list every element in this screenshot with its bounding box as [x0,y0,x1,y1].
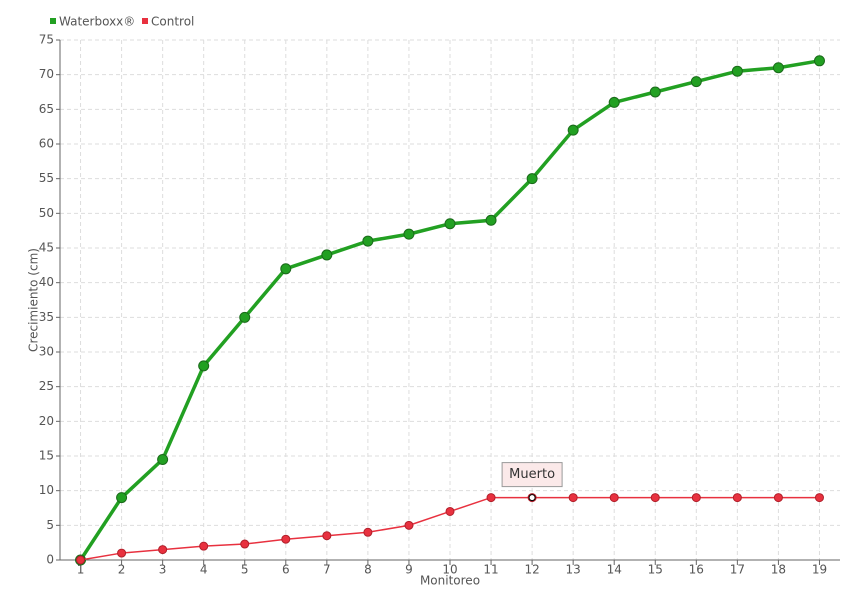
data-point [116,492,128,504]
data-point [157,453,169,465]
data-point [650,493,660,503]
data-point [362,235,374,247]
data-point [690,76,702,88]
data-point [363,527,373,537]
data-point [568,493,578,503]
legend-swatch [50,18,56,24]
data-point [199,541,209,551]
legend-label: Control [151,15,194,29]
legend-swatch [142,18,148,24]
data-point [608,96,620,108]
y-tick-label: 0 [46,553,54,567]
y-tick-label: 35 [39,310,54,324]
annotation-text: Muerto [509,467,555,482]
x-tick-label: 4 [200,563,208,577]
data-point [772,62,784,74]
data-point [76,555,86,565]
data-point [732,493,742,503]
data-point [280,263,292,275]
y-tick-label: 45 [39,241,54,255]
data-point [486,493,496,503]
y-tick-label: 55 [39,171,54,185]
x-tick-label: 9 [405,563,413,577]
data-point [773,493,783,503]
y-tick-label: 65 [39,102,54,116]
data-point [158,545,168,555]
x-tick-label: 1 [77,563,85,577]
x-tick-label: 10 [442,563,457,577]
x-tick-label: 11 [483,563,498,577]
data-point [322,531,332,541]
x-tick-label: 5 [241,563,249,577]
annotation: Muerto [501,462,563,488]
series-line [80,496,820,561]
data-point [403,228,415,240]
x-tick-label: 16 [689,563,704,577]
series-line [79,59,820,561]
legend-label: Waterboxx® [59,15,135,29]
x-axis-label: Monitoreo [420,574,480,588]
x-tick-label: 7 [323,563,331,577]
data-point [485,214,497,226]
x-tick-label: 2 [118,563,126,577]
annotation-box [501,462,563,488]
y-tick-label: 5 [46,518,54,532]
x-tick-label: 17 [730,563,745,577]
data-point [404,520,414,530]
highlight-point [528,494,536,502]
x-tick-label: 13 [566,563,581,577]
x-tick-label: 6 [282,563,290,577]
x-tick-label: 18 [771,563,786,577]
y-tick-label: 75 [39,33,54,47]
x-tick-label: 15 [648,563,663,577]
x-tick-label: 3 [159,563,167,577]
data-point [445,506,455,516]
data-point [691,493,701,503]
y-tick-label: 60 [39,137,54,151]
y-tick-label: 20 [39,414,54,428]
data-point [731,65,743,77]
data-point [814,493,824,503]
data-point [281,534,291,544]
data-point [649,86,661,98]
y-tick-label: 50 [39,206,54,220]
data-point [321,249,333,261]
data-point [198,360,210,372]
y-axis-label: Crecimiento (cm) [27,248,41,352]
data-point [526,173,538,185]
data-point [567,124,579,136]
x-tick-label: 19 [812,563,827,577]
data-point [240,539,250,549]
x-tick-label: 8 [364,563,372,577]
data-point [609,493,619,503]
data-point [813,55,825,67]
data-point [239,311,251,323]
x-tick-label: 12 [524,563,539,577]
y-tick-label: 70 [39,67,54,81]
data-point [117,548,127,558]
data-point [444,218,456,230]
y-tick-label: 10 [39,483,54,497]
y-tick-label: 25 [39,379,54,393]
y-tick-label: 30 [39,345,54,359]
y-tick-label: 40 [39,275,54,289]
x-tick-label: 14 [607,563,622,577]
y-tick-label: 15 [39,449,54,463]
